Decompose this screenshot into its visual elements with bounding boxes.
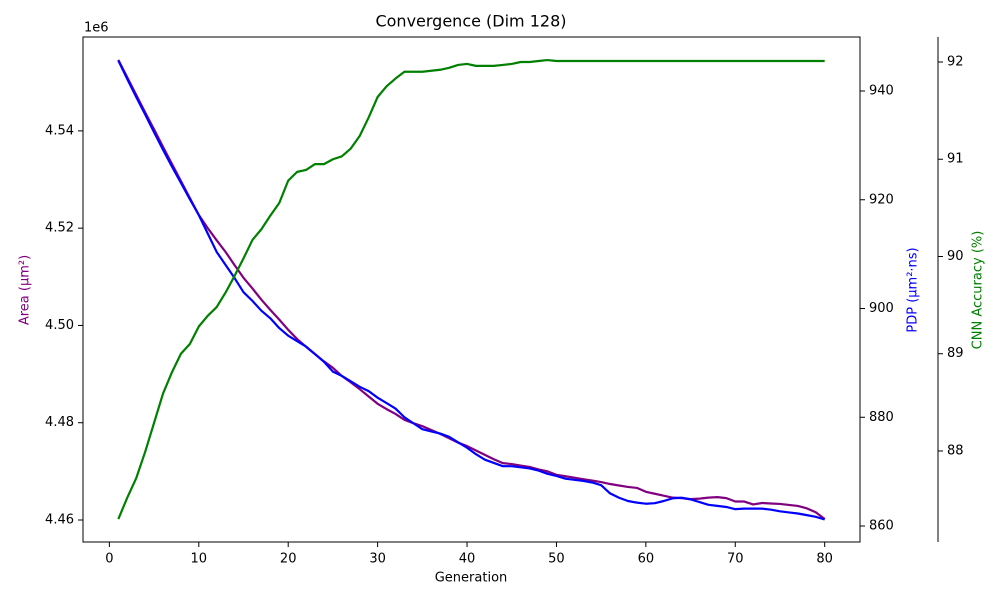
- y-tick-label: 4.54: [45, 123, 74, 138]
- y2-tick-label: 860: [869, 519, 894, 534]
- y3-axis-label: CNN Accuracy (%): [971, 231, 986, 350]
- x-tick-label: 50: [548, 552, 565, 567]
- y-tick-label: 4.50: [45, 318, 74, 333]
- plot-frame: [82, 36, 861, 543]
- series-line: [117, 59, 826, 520]
- y3-tick-label: 91: [947, 152, 964, 167]
- series-line: [117, 58, 825, 520]
- series-line: [117, 60, 826, 521]
- y-tick-label: 4.52: [45, 221, 74, 236]
- y2-tick-label: 880: [869, 410, 894, 425]
- y2-axis-label: PDP (μm²·ns): [906, 247, 921, 332]
- x-tick-label: 30: [369, 552, 386, 567]
- x-tick-label: 0: [105, 552, 113, 567]
- chart-title: Convergence (Dim 128): [375, 12, 566, 31]
- x-tick-label: 40: [459, 552, 476, 567]
- x-tick-label: 80: [816, 552, 833, 567]
- y3-tick-label: 90: [947, 249, 964, 264]
- y2-tick-label: 900: [869, 301, 894, 316]
- x-tick-label: 70: [727, 552, 744, 567]
- y-offset-label: 1e6: [84, 21, 109, 36]
- y-tick-label: 4.48: [45, 415, 74, 430]
- y-axis-label: Area (μm²): [18, 255, 33, 325]
- x-tick-label: 10: [191, 552, 208, 567]
- y3-tick-label: 92: [947, 54, 964, 69]
- x-axis-label: Generation: [435, 571, 508, 586]
- y-tick-label: 4.46: [45, 513, 74, 528]
- y2-tick-label: 940: [869, 83, 894, 98]
- x-tick-label: 60: [638, 552, 655, 567]
- y2-tick-label: 920: [869, 192, 894, 207]
- x-tick-label: 20: [280, 552, 297, 567]
- y3-tick-label: 89: [947, 346, 964, 361]
- y3-tick-label: 88: [947, 443, 964, 458]
